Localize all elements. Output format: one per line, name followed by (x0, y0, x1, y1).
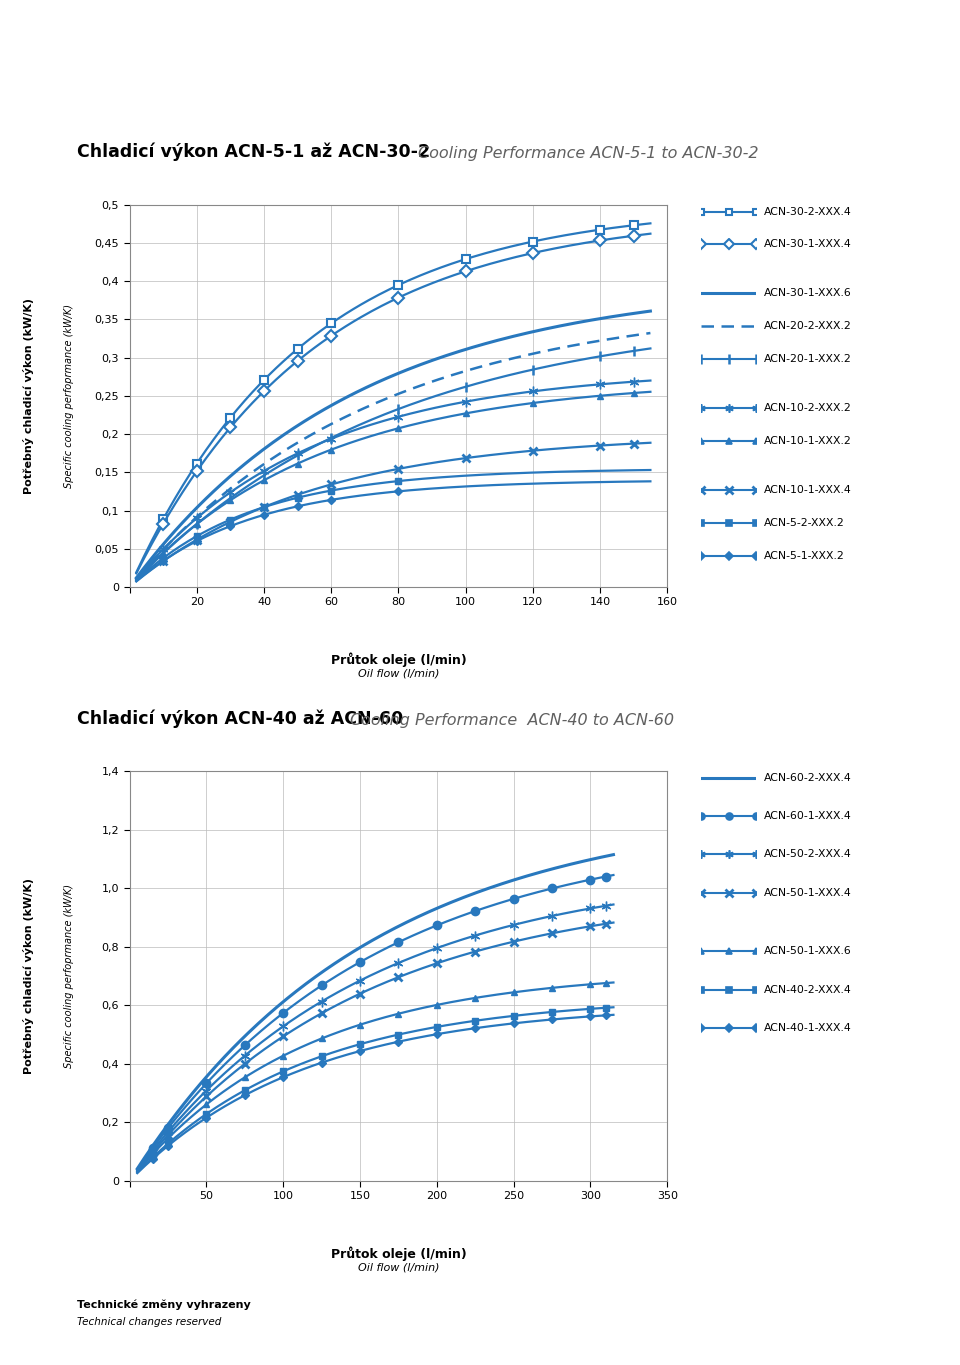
Text: Průtok oleje (l/min): Průtok oleje (l/min) (330, 652, 467, 667)
Text: Cooling Performance  ACN-40 to ACN-60: Cooling Performance ACN-40 to ACN-60 (350, 713, 674, 728)
Text: Technické změny vyhrazeny: Technické změny vyhrazeny (77, 1299, 251, 1310)
Text: Potřebný chladicí výkon (kW/K): Potřebný chladicí výkon (kW/K) (23, 298, 35, 494)
Text: ACN-50-1-XXX.4: ACN-50-1-XXX.4 (764, 887, 852, 898)
Text: ACN-20-2-XXX.2: ACN-20-2-XXX.2 (764, 321, 852, 332)
Text: Chladicí výkon ACN-40 až ACN-60: Chladicí výkon ACN-40 až ACN-60 (77, 708, 403, 728)
Text: ACN-30-1-XXX.6: ACN-30-1-XXX.6 (764, 288, 852, 299)
Text: ACN-30-1-XXX.4: ACN-30-1-XXX.4 (764, 239, 852, 250)
Text: ACN-10-1-XXX.2: ACN-10-1-XXX.2 (764, 435, 852, 446)
Text: ACN-50-1-XXX.6: ACN-50-1-XXX.6 (764, 946, 852, 957)
Text: ACN-40-2-XXX.4: ACN-40-2-XXX.4 (764, 984, 852, 995)
Text: ACN-50-2-XXX.4: ACN-50-2-XXX.4 (764, 849, 852, 860)
Text: rl-hydraulics.com: rl-hydraulics.com (17, 22, 132, 35)
Text: 8: 8 (937, 22, 946, 35)
Text: Potřebný chladicí výkon (kW/K): Potřebný chladicí výkon (kW/K) (23, 878, 35, 1074)
Text: ACN-40-1-XXX.4: ACN-40-1-XXX.4 (764, 1022, 852, 1033)
Text: Oil flow (l/min): Oil flow (l/min) (358, 1263, 439, 1272)
Text: Oil flow (l/min): Oil flow (l/min) (358, 669, 439, 678)
Text: ACN-5-2-XXX.2: ACN-5-2-XXX.2 (764, 517, 845, 528)
Text: ACN-20-1-XXX.2: ACN-20-1-XXX.2 (764, 354, 852, 364)
Text: ACN-5-1-XXX.2: ACN-5-1-XXX.2 (764, 550, 845, 561)
Text: Specific cooling perfoprmance (kW/K): Specific cooling perfoprmance (kW/K) (64, 304, 74, 487)
Text: ACN-60-2-XXX.4: ACN-60-2-XXX.4 (764, 773, 852, 784)
Text: Chladicí výkon ACN-5-1 až ACN-30-2: Chladicí výkon ACN-5-1 až ACN-30-2 (77, 142, 430, 161)
Text: Cooling Performance ACN-5-1 to ACN-30-2: Cooling Performance ACN-5-1 to ACN-30-2 (418, 146, 758, 161)
Text: Průtok oleje (l/min): Průtok oleje (l/min) (330, 1246, 467, 1261)
Text: ACN-30-2-XXX.4: ACN-30-2-XXX.4 (764, 206, 852, 217)
Text: ACN-10-1-XXX.4: ACN-10-1-XXX.4 (764, 485, 852, 495)
Text: Specific cooling perfoprmance (kW/K): Specific cooling perfoprmance (kW/K) (64, 885, 74, 1067)
Text: Technical changes reserved: Technical changes reserved (77, 1317, 221, 1327)
Text: ACN-60-1-XXX.4: ACN-60-1-XXX.4 (764, 811, 852, 822)
Text: ACN-10-2-XXX.2: ACN-10-2-XXX.2 (764, 403, 852, 414)
